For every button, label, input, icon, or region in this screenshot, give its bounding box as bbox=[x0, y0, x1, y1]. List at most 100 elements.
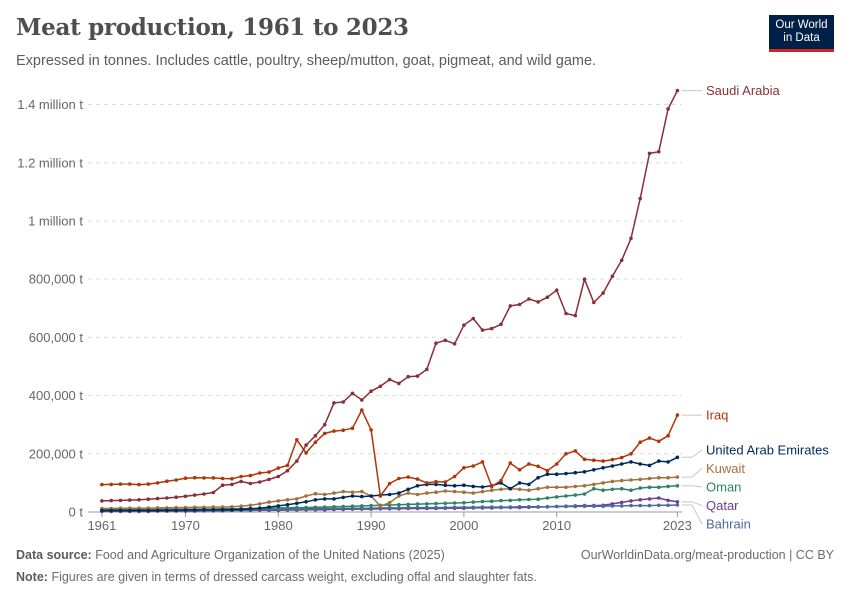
series-label: Kuwait bbox=[706, 461, 745, 476]
data-point bbox=[211, 476, 216, 480]
data-point bbox=[564, 494, 568, 498]
data-point bbox=[192, 505, 197, 510]
label-connector bbox=[681, 468, 703, 478]
data-point bbox=[675, 88, 680, 93]
data-point bbox=[573, 449, 578, 453]
data-point bbox=[564, 452, 568, 456]
data-point bbox=[211, 490, 216, 495]
line-chart: 0 t 200,000 t 400,000 t 600,000 t 800,000 t 1… bbox=[17, 83, 829, 533]
y-tick-label: 600,000 t bbox=[29, 330, 84, 345]
data-point bbox=[406, 502, 411, 507]
x-tick-label: 1970 bbox=[171, 518, 200, 533]
data-point bbox=[536, 497, 540, 502]
data-point bbox=[378, 384, 383, 389]
data-point bbox=[285, 506, 290, 510]
data-point bbox=[304, 443, 308, 447]
data-point bbox=[527, 505, 531, 509]
data-point bbox=[128, 498, 132, 502]
data-point bbox=[592, 504, 596, 509]
data-point bbox=[332, 497, 336, 501]
data-point bbox=[517, 302, 522, 307]
data-point bbox=[341, 400, 346, 404]
data-point bbox=[545, 468, 550, 473]
data-point bbox=[397, 381, 401, 386]
data-point bbox=[369, 428, 373, 432]
data-point bbox=[434, 482, 438, 487]
data-point bbox=[211, 507, 216, 512]
data-point bbox=[666, 107, 670, 111]
x-tick-label: 2023 bbox=[663, 518, 692, 533]
data-point bbox=[295, 497, 299, 501]
data-point bbox=[434, 490, 438, 495]
chart-subtitle: Expressed in tonnes. Includes cattle, po… bbox=[16, 53, 597, 69]
data-point bbox=[629, 478, 633, 482]
x-tick-label: 1961 bbox=[87, 518, 116, 533]
data-point bbox=[554, 472, 559, 477]
x-tick-label: 2010 bbox=[542, 518, 571, 533]
data-point bbox=[573, 504, 578, 509]
data-point bbox=[397, 476, 401, 481]
y-tick-label: 0 t bbox=[69, 505, 84, 520]
data-point bbox=[434, 479, 438, 484]
owid-logo[interactable]: Our World in Data bbox=[769, 15, 834, 52]
data-point bbox=[174, 505, 178, 510]
data-point bbox=[350, 504, 355, 509]
data-point bbox=[165, 479, 169, 484]
data-point bbox=[434, 501, 438, 506]
data-point bbox=[610, 487, 615, 492]
data-point bbox=[666, 484, 670, 489]
data-point bbox=[582, 457, 587, 462]
data-point bbox=[545, 485, 550, 490]
data-point bbox=[452, 342, 457, 346]
data-point bbox=[443, 505, 448, 510]
data-point bbox=[387, 506, 392, 510]
data-point bbox=[508, 461, 513, 465]
data-point bbox=[489, 326, 494, 331]
data-point bbox=[137, 482, 141, 487]
series-label: Bahrain bbox=[706, 517, 751, 532]
data-point bbox=[573, 313, 578, 318]
data-point bbox=[248, 473, 253, 478]
source-url[interactable]: OurWorldinData.org/meat-production | CC … bbox=[581, 548, 834, 562]
data-point bbox=[397, 502, 401, 507]
data-point bbox=[657, 496, 661, 500]
data-point bbox=[295, 438, 299, 442]
data-point bbox=[554, 485, 559, 490]
data-point bbox=[647, 463, 652, 468]
data-point bbox=[499, 487, 503, 492]
data-point bbox=[638, 462, 642, 466]
data-point bbox=[508, 486, 513, 491]
data-point bbox=[425, 491, 429, 495]
data-point bbox=[425, 502, 429, 506]
data-point bbox=[230, 482, 234, 487]
data-point bbox=[610, 457, 615, 462]
data-point bbox=[638, 477, 642, 482]
data-point bbox=[657, 149, 661, 154]
data-point bbox=[564, 485, 568, 490]
data-point bbox=[452, 484, 457, 488]
data-point bbox=[675, 455, 680, 460]
data-point bbox=[489, 484, 494, 489]
data-point bbox=[406, 374, 411, 379]
data-point bbox=[527, 462, 531, 466]
data-point bbox=[489, 488, 494, 493]
data-point bbox=[527, 482, 531, 487]
data-point bbox=[230, 507, 234, 512]
data-point bbox=[499, 505, 503, 509]
data-point bbox=[545, 295, 550, 300]
footnote: Note: Figures are given in terms of dres… bbox=[16, 570, 537, 584]
data-point bbox=[517, 498, 522, 502]
series-label: Saudi Arabia bbox=[706, 83, 780, 98]
data-point bbox=[425, 505, 429, 510]
data-point bbox=[360, 494, 364, 499]
data-point bbox=[332, 429, 336, 433]
data-point bbox=[332, 401, 336, 405]
data-point bbox=[527, 297, 531, 301]
data-point bbox=[230, 505, 234, 509]
data-source: Data source: Food and Agriculture Organi… bbox=[16, 548, 445, 562]
data-point bbox=[406, 487, 411, 492]
logo-line-1: Our World bbox=[775, 19, 828, 31]
data-point bbox=[155, 481, 160, 485]
data-point bbox=[536, 486, 540, 491]
data-point bbox=[471, 505, 476, 510]
